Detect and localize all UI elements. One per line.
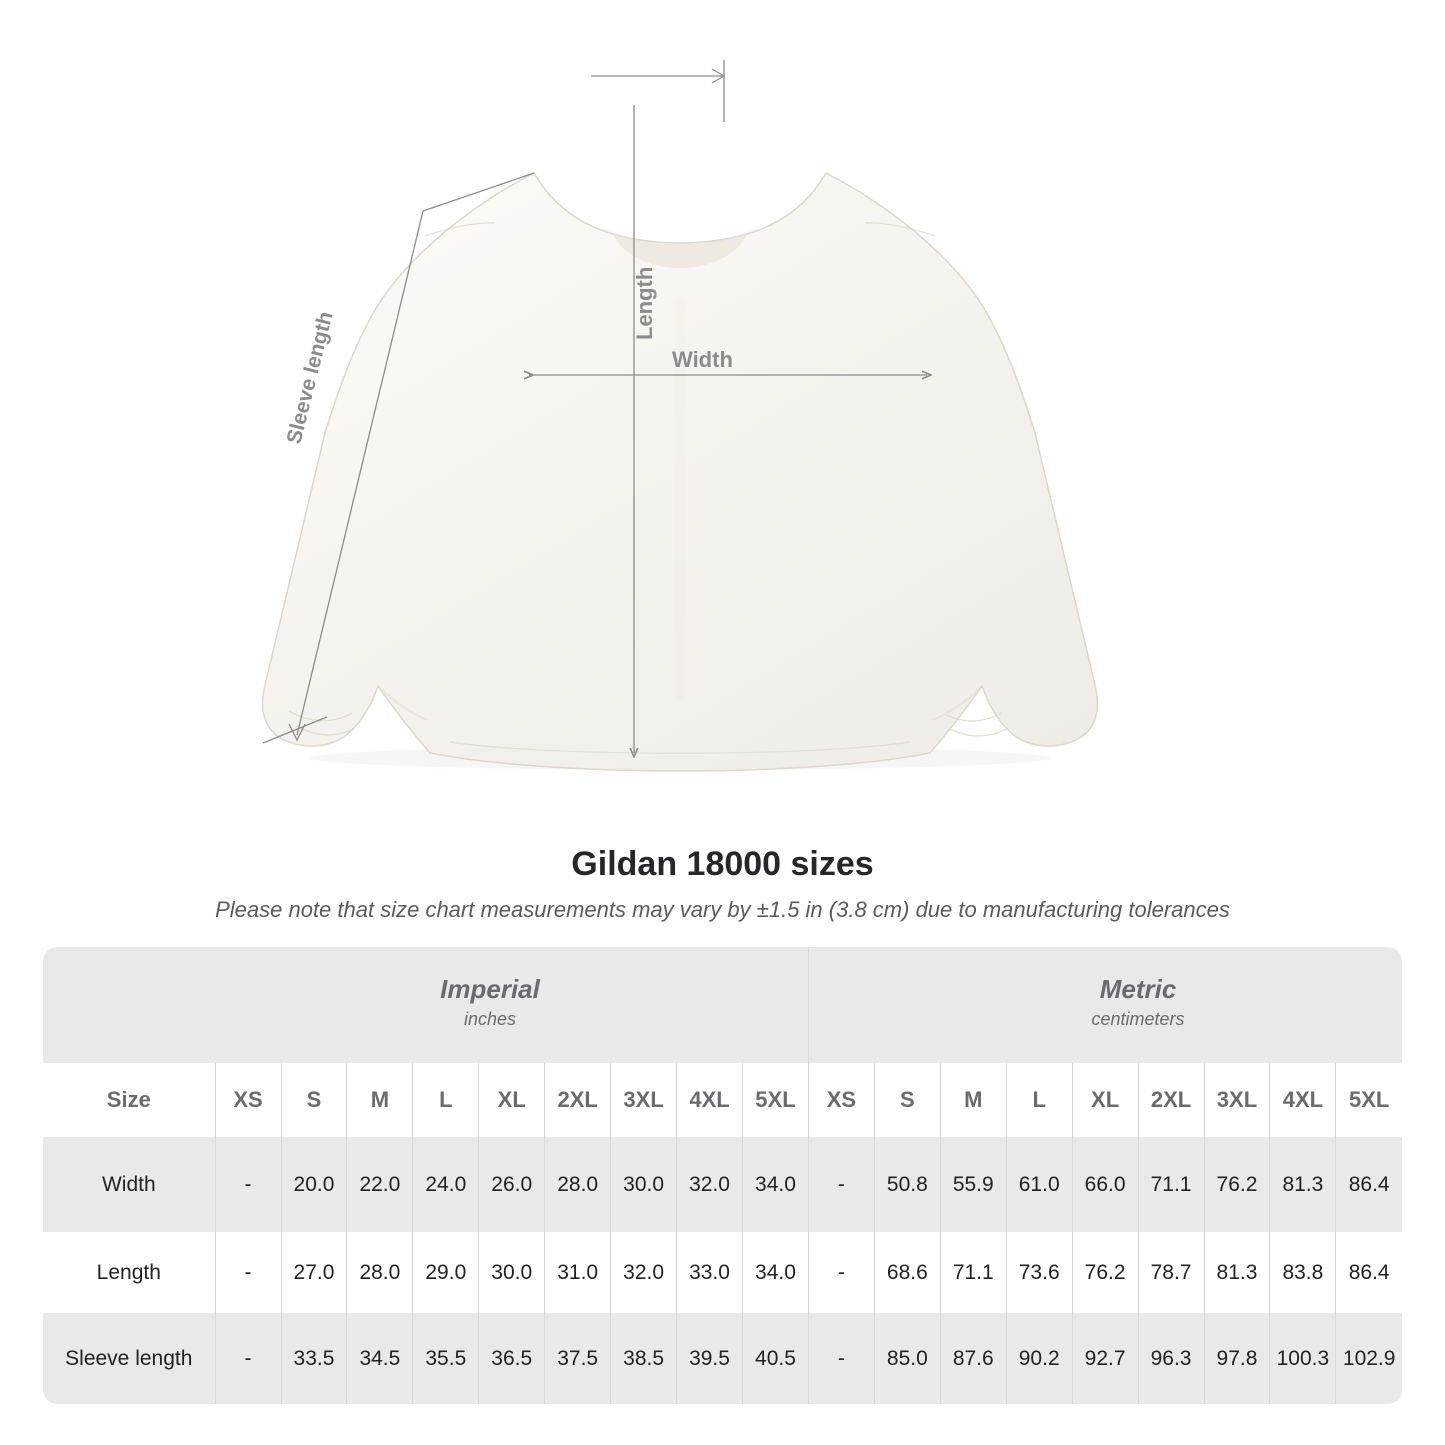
svg-text:Length: Length [632, 267, 657, 340]
svg-text:Width: Width [672, 347, 733, 372]
